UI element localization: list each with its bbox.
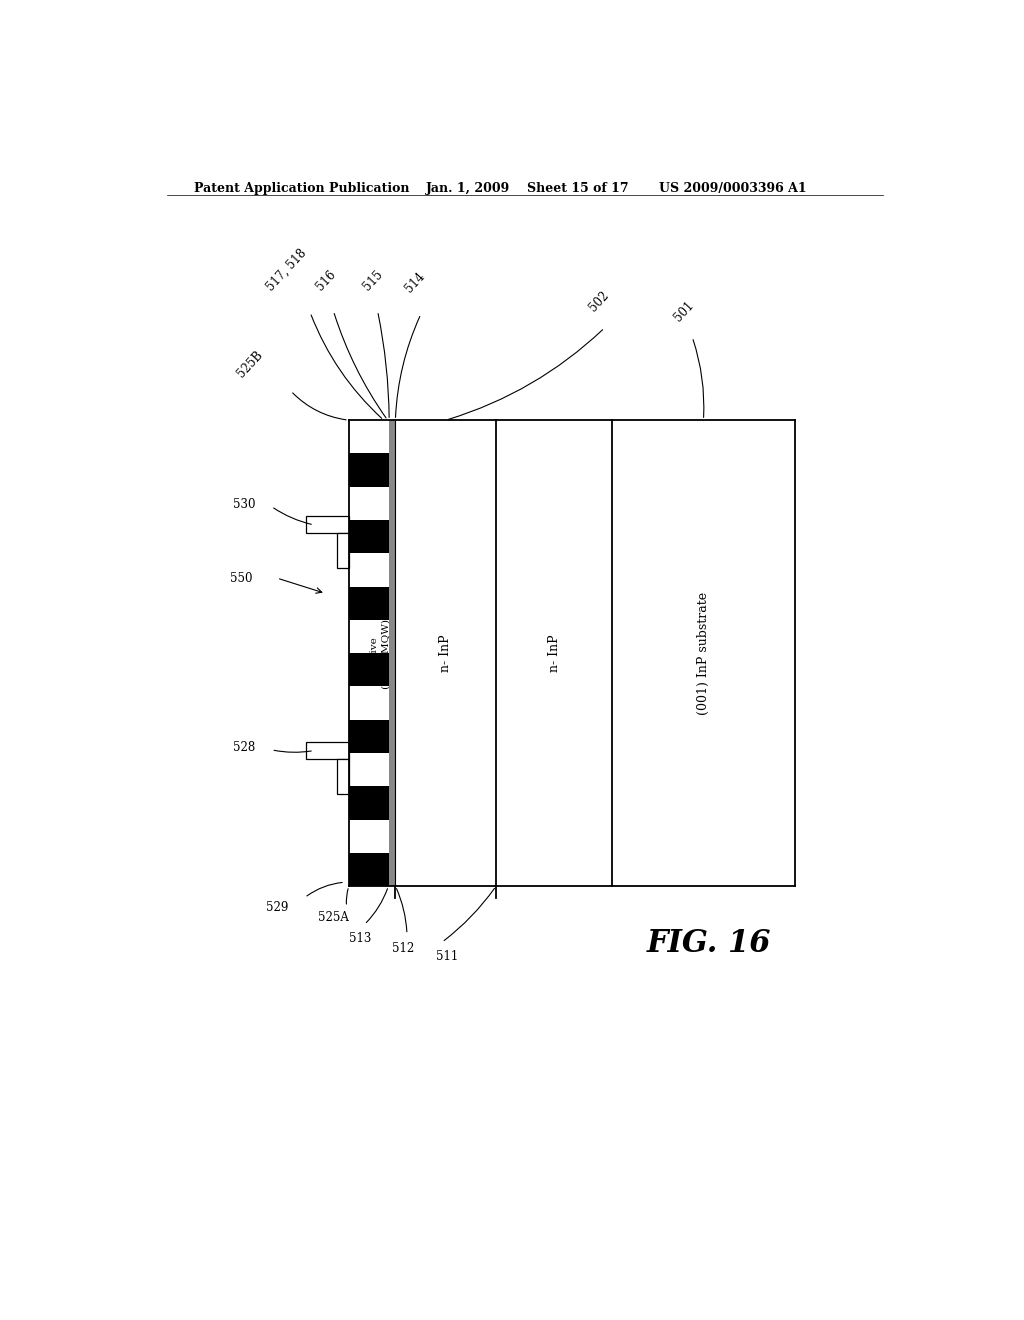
Text: Active
(SCH+MQW): Active (SCH+MQW) [370, 618, 389, 689]
Bar [349, 820, 389, 853]
Text: 530: 530 [232, 499, 255, 511]
Text: 525B: 525B [234, 348, 265, 380]
Bar [349, 454, 389, 487]
Text: 511: 511 [436, 950, 459, 964]
Text: n- InP: n- InP [548, 635, 561, 672]
Text: Sheet 15 of 17: Sheet 15 of 17 [527, 182, 629, 194]
Text: 514: 514 [403, 271, 428, 296]
Text: 515: 515 [360, 268, 385, 293]
Text: 502: 502 [587, 289, 611, 314]
Bar [349, 653, 389, 686]
Bar [349, 853, 389, 886]
Bar [349, 686, 389, 719]
Text: 513: 513 [349, 932, 372, 945]
Bar [349, 752, 389, 787]
Text: n- InP: n- InP [439, 635, 453, 672]
Bar [337, 759, 349, 793]
Text: 529: 529 [266, 902, 289, 915]
Text: 550: 550 [230, 572, 253, 585]
Bar [349, 553, 389, 586]
Text: 501: 501 [672, 298, 696, 323]
Bar [337, 533, 349, 568]
Text: Jan. 1, 2009: Jan. 1, 2009 [426, 182, 511, 194]
Text: 516: 516 [314, 268, 339, 293]
Bar [306, 742, 349, 759]
Bar [389, 420, 395, 886]
Text: 525A: 525A [317, 912, 349, 924]
Text: 517, 518: 517, 518 [263, 246, 308, 293]
Bar [349, 787, 389, 820]
Text: Patent Application Publication: Patent Application Publication [194, 182, 410, 194]
Bar [349, 719, 389, 752]
Text: 512: 512 [392, 942, 415, 956]
Bar [349, 586, 389, 620]
Bar [349, 420, 389, 454]
Text: US 2009/0003396 A1: US 2009/0003396 A1 [658, 182, 807, 194]
Bar [349, 487, 389, 520]
Bar [349, 620, 389, 653]
Bar [349, 520, 389, 553]
Bar [306, 516, 349, 533]
Bar [395, 420, 795, 886]
Text: FIG. 16: FIG. 16 [647, 928, 771, 960]
Text: 528: 528 [232, 741, 255, 754]
Text: (001) InP substrate: (001) InP substrate [697, 591, 710, 714]
